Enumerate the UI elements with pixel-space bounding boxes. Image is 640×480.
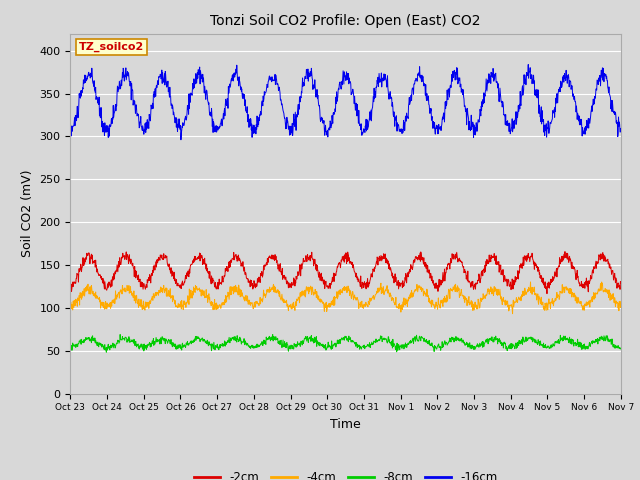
Title: Tonzi Soil CO2 Profile: Open (East) CO2: Tonzi Soil CO2 Profile: Open (East) CO2 xyxy=(211,14,481,28)
Text: TZ_soilco2: TZ_soilco2 xyxy=(79,42,144,52)
X-axis label: Time: Time xyxy=(330,418,361,431)
Y-axis label: Soil CO2 (mV): Soil CO2 (mV) xyxy=(21,170,34,257)
Legend: -2cm, -4cm, -8cm, -16cm: -2cm, -4cm, -8cm, -16cm xyxy=(189,466,502,480)
